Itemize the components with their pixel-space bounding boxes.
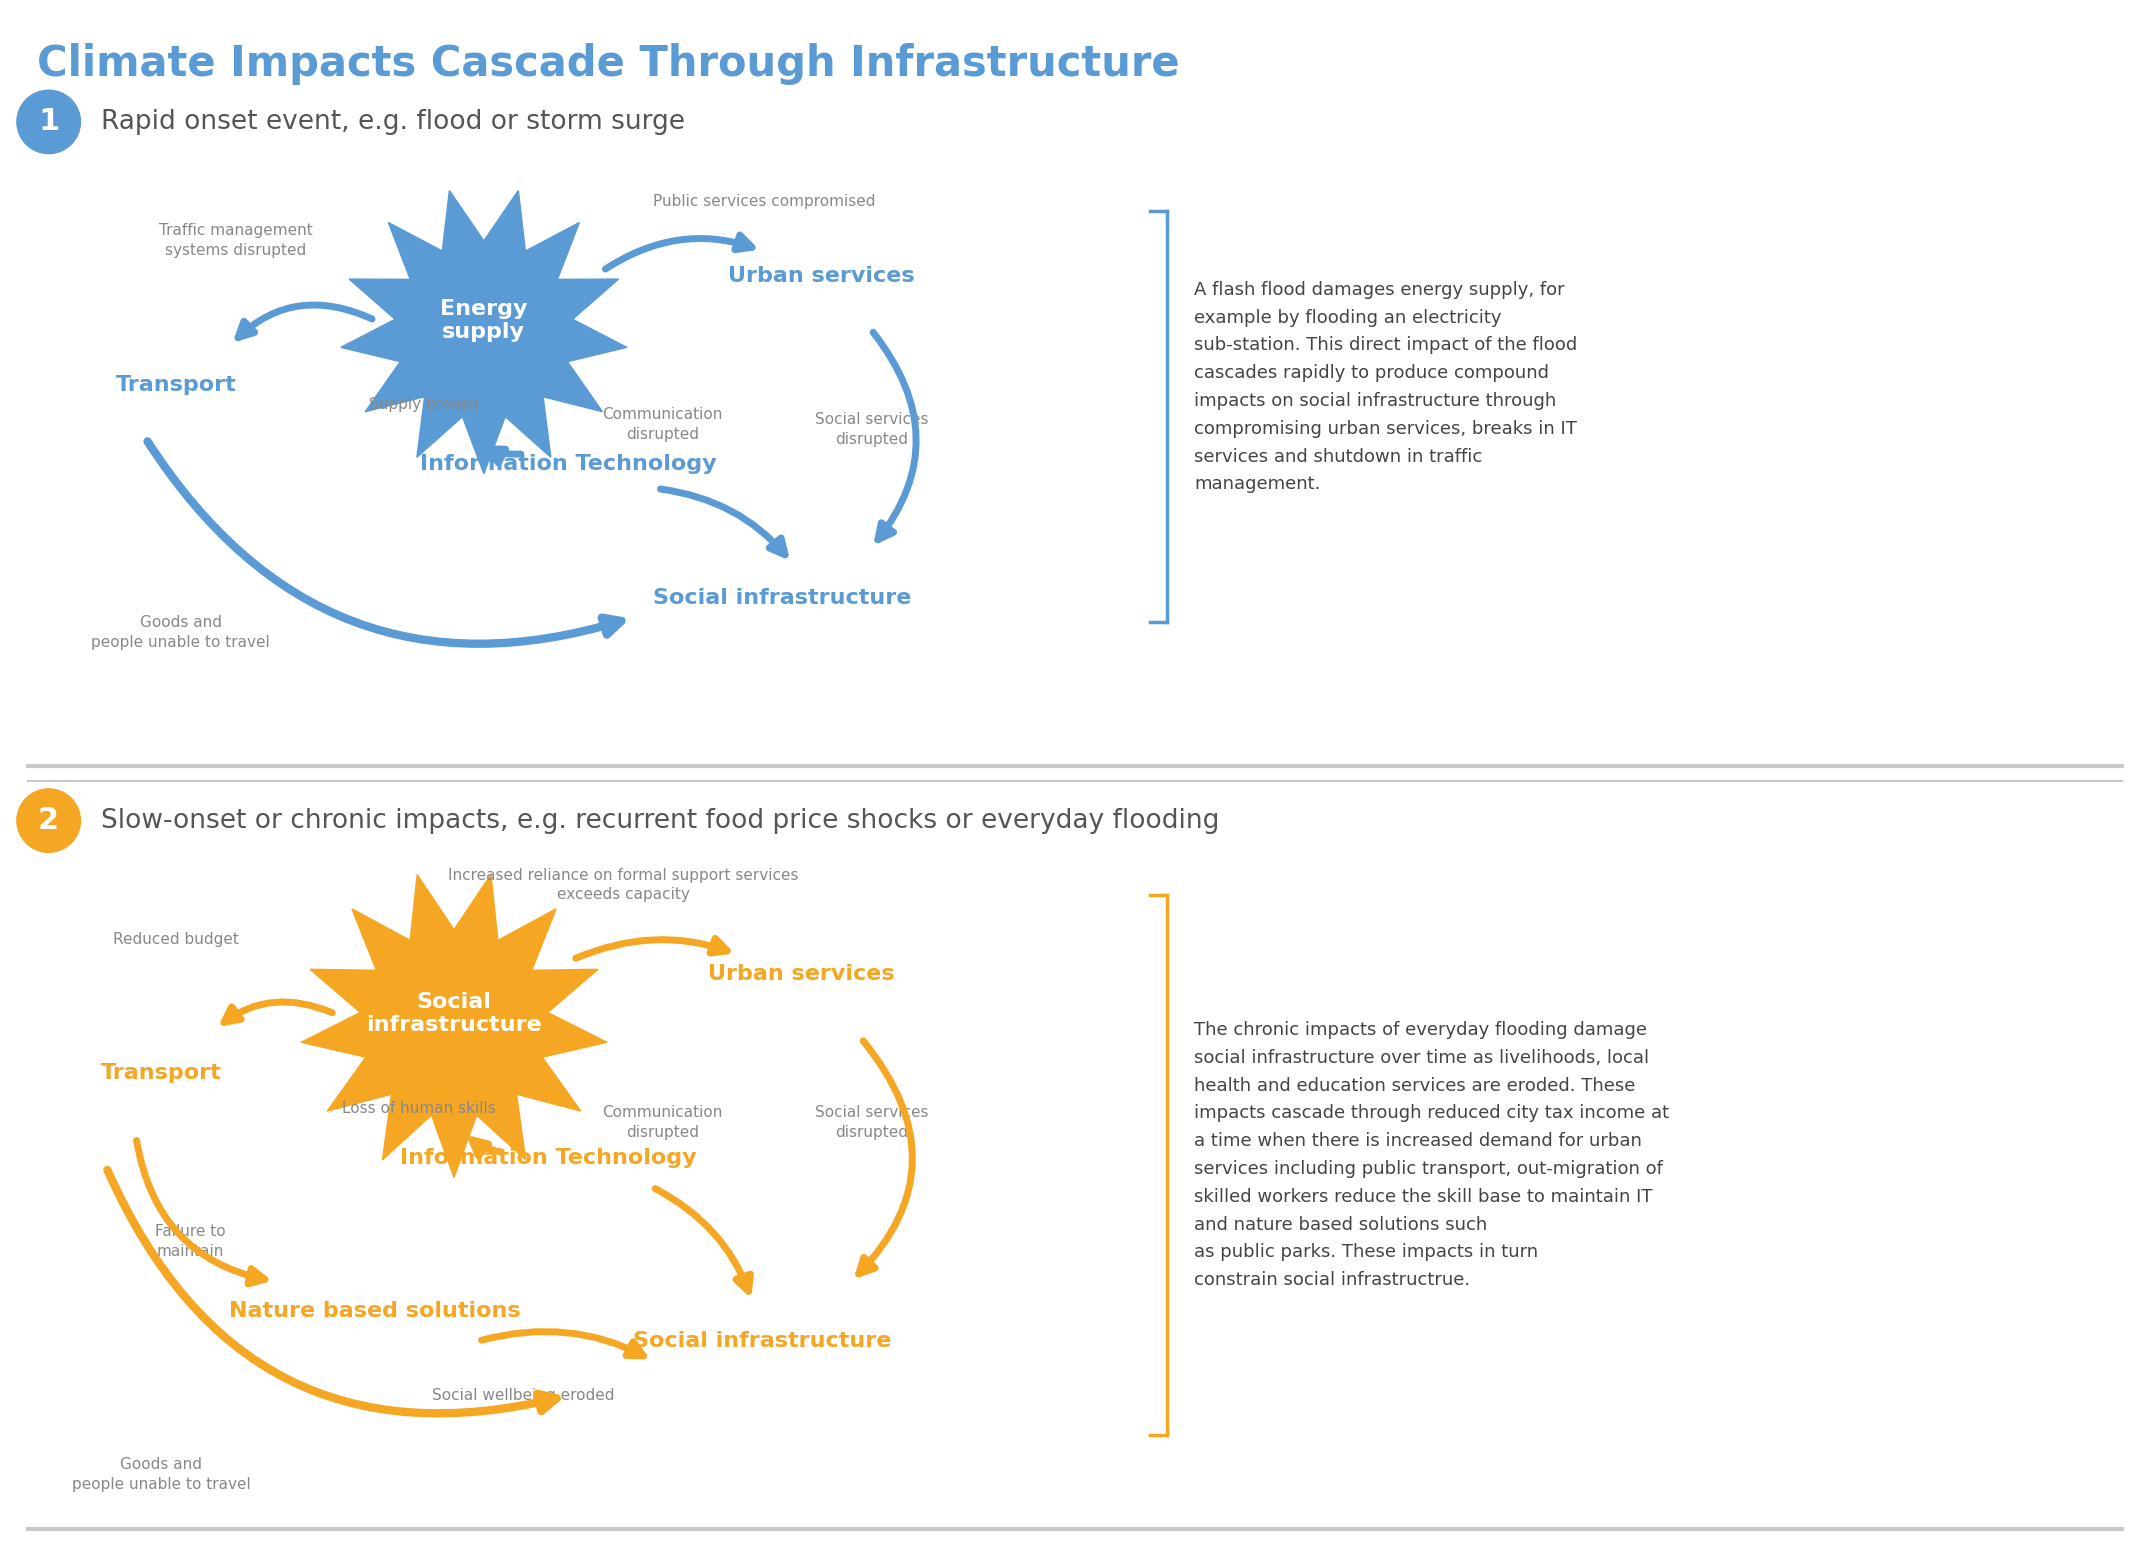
Polygon shape — [342, 190, 628, 473]
Text: Social
infrastructure: Social infrastructure — [366, 993, 542, 1035]
Text: 1: 1 — [39, 107, 60, 137]
Text: Failure to
maintain: Failure to maintain — [155, 1225, 226, 1259]
Text: Information Technology: Information Technology — [419, 454, 716, 475]
Text: Nature based solutions: Nature based solutions — [228, 1301, 520, 1321]
Text: Rapid onset event, e.g. flood or storm surge: Rapid onset event, e.g. flood or storm s… — [101, 109, 686, 135]
Text: A flash flood damages energy supply, for
example by flooding an electricity
sub-: A flash flood damages energy supply, for… — [1193, 280, 1578, 493]
FancyArrowPatch shape — [488, 448, 520, 464]
FancyArrowPatch shape — [138, 1141, 264, 1284]
Text: Supply broken: Supply broken — [370, 397, 479, 412]
Text: Energy
supply: Energy supply — [441, 299, 527, 342]
FancyArrowPatch shape — [606, 235, 752, 269]
Text: Social services
disrupted: Social services disrupted — [815, 1105, 929, 1141]
Text: Social wellbeing eroded: Social wellbeing eroded — [432, 1388, 615, 1404]
FancyArrowPatch shape — [858, 1041, 912, 1274]
FancyArrowPatch shape — [576, 938, 727, 958]
Text: Climate Impacts Cascade Through Infrastructure: Climate Impacts Cascade Through Infrastr… — [37, 42, 1180, 84]
Text: Social infrastructure: Social infrastructure — [654, 588, 912, 608]
FancyArrowPatch shape — [873, 333, 916, 540]
Text: Reduced budget: Reduced budget — [114, 932, 239, 948]
Text: Communication
disrupted: Communication disrupted — [602, 406, 722, 442]
Text: Information Technology: Information Technology — [400, 1148, 697, 1167]
Text: Loss of human skills: Loss of human skills — [342, 1100, 497, 1116]
Text: Communication
disrupted: Communication disrupted — [602, 1105, 722, 1141]
Text: Increased reliance on formal support services
exceeds capacity: Increased reliance on formal support ser… — [447, 868, 798, 902]
FancyArrowPatch shape — [148, 442, 621, 644]
Polygon shape — [301, 874, 606, 1178]
Text: The chronic impacts of everyday flooding damage
social infrastructure over time : The chronic impacts of everyday flooding… — [1193, 1021, 1668, 1290]
Text: Goods and
people unable to travel: Goods and people unable to travel — [71, 1458, 249, 1492]
Text: Social infrastructure: Social infrastructure — [632, 1330, 892, 1351]
Circle shape — [17, 789, 80, 853]
Text: Traffic management
systems disrupted: Traffic management systems disrupted — [159, 224, 312, 258]
FancyArrowPatch shape — [471, 1141, 501, 1156]
Text: Social services
disrupted: Social services disrupted — [815, 412, 929, 447]
Text: Slow-onset or chronic impacts, e.g. recurrent food price shocks or everyday floo: Slow-onset or chronic impacts, e.g. recu… — [101, 808, 1219, 834]
Text: 2: 2 — [39, 806, 60, 836]
FancyArrowPatch shape — [482, 1332, 643, 1355]
FancyArrowPatch shape — [660, 489, 785, 555]
Text: Goods and
people unable to travel: Goods and people unable to travel — [92, 615, 271, 650]
Circle shape — [17, 90, 80, 154]
FancyArrowPatch shape — [224, 1002, 333, 1022]
Text: Urban services: Urban services — [710, 965, 894, 985]
Text: Public services compromised: Public services compromised — [654, 193, 875, 209]
Text: Transport: Transport — [101, 1063, 221, 1083]
Text: Urban services: Urban services — [729, 266, 916, 285]
FancyArrowPatch shape — [108, 1170, 557, 1413]
FancyArrowPatch shape — [656, 1189, 750, 1291]
Text: Transport: Transport — [116, 375, 236, 395]
FancyArrowPatch shape — [239, 305, 372, 338]
